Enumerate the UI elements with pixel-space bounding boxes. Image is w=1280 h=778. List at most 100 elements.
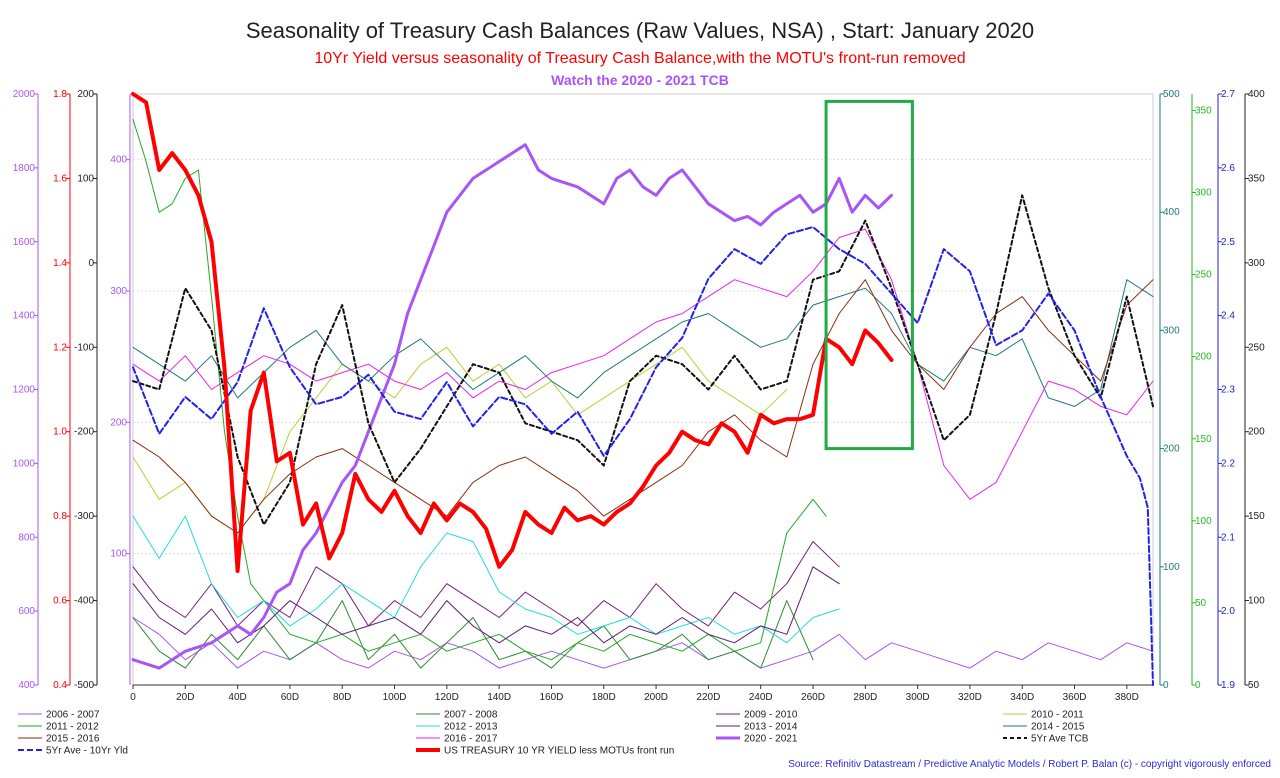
legend-item: 2020 - 2021 xyxy=(716,734,798,745)
series-line-2007-2008 xyxy=(132,600,814,669)
y-tick-label: 1800 xyxy=(13,163,36,174)
legend-label: 2020 - 2021 xyxy=(744,734,798,745)
chart-title: Seasonality of Treasury Cash Balances (R… xyxy=(246,18,1034,43)
x-axis: 0 20D 40D 60D 80D 100D 120D 140D 160D 180D 200D 220… xyxy=(130,684,1153,703)
x-tick-label: 40D xyxy=(228,692,246,703)
y-tick-label: 150 xyxy=(1248,511,1265,522)
x-tick-label: 240D xyxy=(749,692,773,703)
left-axes: 4006008001000120014001600180020000.40.60… xyxy=(13,89,131,691)
x-tick-label: 100D xyxy=(383,692,407,703)
series-line-2015-2016 xyxy=(132,279,1154,534)
x-tick-label: 200D xyxy=(644,692,668,703)
x-tick-label: 0 xyxy=(130,692,136,703)
right-axis-R3: 1.9 2.0 2.1 2.2 2.3 2.4 2.5 2.6 2.7 xyxy=(1217,89,1235,691)
y-tick-label: 400 xyxy=(110,155,127,166)
series-line-5yr-ave-10yr-yld xyxy=(132,226,1154,686)
series-line-5yr-ave-tcb xyxy=(132,194,1154,526)
legend-label: 2009 - 2010 xyxy=(744,710,798,721)
legend-item: 2012 - 2013 xyxy=(416,722,498,733)
y-tick-label: 1200 xyxy=(13,385,36,396)
y-tick-label: 2.5 xyxy=(1221,237,1235,248)
legend-item: 2016 - 2017 xyxy=(416,734,498,745)
x-tick-label: 140D xyxy=(487,692,511,703)
y-tick-label: 250 xyxy=(1248,342,1265,353)
legend-item: 2007 - 2008 xyxy=(416,710,498,721)
y-tick-label: 1.9 xyxy=(1221,680,1235,691)
y-tick-label: 2.7 xyxy=(1221,89,1235,100)
y-tick-label: 300 xyxy=(1248,258,1265,269)
y-tick-label: -500 xyxy=(74,680,94,691)
legend: 2006 - 2007 2007 - 2008 2009 - 2010 2010 - … xyxy=(18,710,1089,757)
y-tick-label: 350 xyxy=(1248,173,1265,184)
y-tick-label: 0 xyxy=(88,258,94,269)
left-axis-L4: 100 200 300 400 xyxy=(110,94,131,685)
series-line-2020-2021 xyxy=(131,143,893,670)
right-axes: 0 100 200 300 400 500 0 50 100 150 200 250 300 350 1.9… xyxy=(1159,89,1265,691)
x-tick-label: 220D xyxy=(696,692,720,703)
y-tick-label: 1400 xyxy=(13,311,36,322)
x-tick-label: 360D xyxy=(1063,692,1087,703)
legend-label: 2010 - 2011 xyxy=(1031,710,1084,721)
right-axis-R2: 0 50 100 150 200 250 300 350 xyxy=(1191,94,1212,691)
y-tick-label: 100 xyxy=(1195,516,1212,527)
y-tick-label: 1600 xyxy=(13,237,36,248)
y-tick-label: 1000 xyxy=(13,458,36,469)
y-tick-label: 2.4 xyxy=(1221,311,1235,322)
legend-item: 5Yr Ave - 10Yr Yld xyxy=(18,746,128,757)
y-tick-label: 200 xyxy=(110,417,127,428)
series-layer xyxy=(131,92,1154,686)
legend-item: US TREASURY 10 YR YIELD less MOTUs front… xyxy=(416,746,674,757)
y-tick-label: 1.6 xyxy=(53,173,67,184)
y-tick-label: 1.2 xyxy=(53,342,67,353)
y-tick-label: 2000 xyxy=(13,89,36,100)
legend-label: 2011 - 2012 xyxy=(46,722,99,733)
legend-item: 2010 - 2011 xyxy=(1003,710,1084,721)
chart-subtitle: 10Yr Yield versus seasonality of Treasur… xyxy=(314,50,965,67)
legend-item: 5Yr Ave TCB xyxy=(1003,734,1089,745)
y-tick-label: 1.8 xyxy=(53,89,67,100)
y-tick-label: -300 xyxy=(74,511,94,522)
legend-item: 2014 - 2015 xyxy=(1003,722,1085,733)
legend-label: 2014 - 2015 xyxy=(1031,722,1085,733)
legend-item: 2011 - 2012 xyxy=(18,722,99,733)
highlight-box xyxy=(824,99,914,451)
x-tick-label: 20D xyxy=(176,692,194,703)
legend-item: 2006 - 2007 xyxy=(18,710,100,721)
right-axis-R1: 0 100 200 300 400 500 xyxy=(1159,89,1180,691)
y-tick-label: -400 xyxy=(74,596,94,607)
x-tick-label: 260D xyxy=(801,692,825,703)
left-axis-L2: 0.4 0.6 0.8 1.0 1.2 1.4 1.6 1.8 xyxy=(53,89,71,691)
y-tick-label: 500 xyxy=(1163,89,1180,100)
y-tick-label: 200 xyxy=(77,89,94,100)
source-note: Source: Refinitiv Datastream / Predictiv… xyxy=(788,759,1271,770)
legend-label: 2006 - 2007 xyxy=(46,710,100,721)
y-tick-label: 2.6 xyxy=(1221,163,1235,174)
legend-label: US TREASURY 10 YR YIELD less MOTUs front… xyxy=(444,746,674,757)
legend-label: 2016 - 2017 xyxy=(444,734,498,745)
y-tick-label: 250 xyxy=(1195,270,1212,281)
legend-label: 2007 - 2008 xyxy=(444,710,498,721)
x-tick-label: 160D xyxy=(540,692,564,703)
x-tick-label: 80D xyxy=(333,692,351,703)
x-tick-label: 320D xyxy=(958,692,982,703)
y-tick-label: 800 xyxy=(18,532,35,543)
y-tick-label: 1.0 xyxy=(53,427,67,438)
y-tick-label: 0.8 xyxy=(53,511,67,522)
y-tick-label: 400 xyxy=(1248,89,1265,100)
y-tick-label: 1.4 xyxy=(53,258,67,269)
y-tick-label: 50 xyxy=(1195,598,1207,609)
series-line-2014-2015 xyxy=(132,279,1154,407)
y-tick-label: 200 xyxy=(1195,352,1212,363)
y-tick-label: 0.4 xyxy=(53,680,67,691)
x-tick-label: 280D xyxy=(853,692,877,703)
x-tick-label: 120D xyxy=(435,692,459,703)
y-tick-label: 300 xyxy=(1163,325,1180,336)
y-tick-label: 2.0 xyxy=(1221,606,1235,617)
y-tick-label: 400 xyxy=(1163,207,1180,218)
y-tick-label: 2.2 xyxy=(1221,458,1235,469)
y-tick-label: 2.1 xyxy=(1221,532,1235,543)
legend-item: 2013 - 2014 xyxy=(716,722,798,733)
x-tick-label: 380D xyxy=(1115,692,1139,703)
series-line-2012-2013 xyxy=(132,515,840,644)
y-tick-label: 350 xyxy=(1195,105,1212,116)
